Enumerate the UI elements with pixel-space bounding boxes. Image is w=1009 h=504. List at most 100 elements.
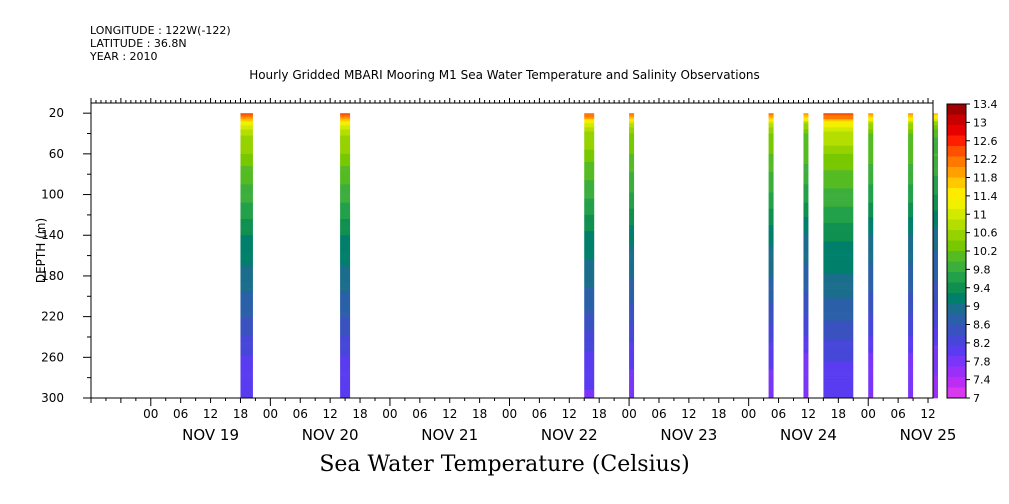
data-cell (823, 271, 854, 275)
data-cell (629, 263, 635, 267)
data-cell (240, 322, 253, 326)
data-cell (933, 223, 938, 226)
data-cell (908, 332, 914, 336)
data-cell (240, 261, 253, 265)
data-cell (803, 155, 809, 159)
data-cell (908, 149, 914, 153)
data-cell (629, 324, 635, 328)
data-cell (340, 316, 351, 319)
data-cell (823, 255, 854, 258)
data-cell (803, 194, 809, 197)
data-cell (803, 377, 809, 380)
data-cell (340, 243, 351, 246)
data-cell (868, 314, 874, 317)
data-cell (823, 208, 854, 212)
data-cell (908, 241, 914, 244)
data-cell (933, 314, 938, 317)
data-cell (584, 223, 595, 226)
data-cell (933, 365, 938, 368)
data-cell (629, 225, 635, 228)
data-cell (908, 359, 914, 362)
data-cell (868, 273, 874, 277)
data-cell (933, 277, 938, 281)
data-cell (933, 212, 938, 216)
data-cell (908, 233, 914, 236)
data-cell (803, 343, 809, 346)
data-cell (803, 131, 809, 134)
data-cell (933, 162, 938, 165)
data-cell (340, 231, 351, 234)
data-cell (908, 395, 914, 399)
data-cell (908, 259, 914, 262)
data-cell (823, 300, 854, 303)
data-column (629, 113, 635, 399)
data-cell (868, 257, 874, 260)
data-cell (584, 347, 595, 350)
data-cell (908, 245, 914, 248)
data-cell (240, 286, 253, 289)
data-cell (868, 233, 874, 236)
data-cell (803, 245, 809, 248)
data-cell (240, 117, 253, 120)
data-cell (768, 127, 774, 130)
data-cell (803, 159, 809, 163)
data-cell (584, 231, 595, 234)
data-cell (768, 249, 774, 252)
data-cell (823, 225, 854, 228)
data-cell (823, 123, 854, 126)
data-cell (629, 381, 635, 385)
data-cell (340, 218, 351, 222)
data-cell (584, 393, 595, 397)
data-cell (868, 377, 874, 380)
data-cell (240, 361, 253, 364)
data-cell (584, 304, 595, 307)
data-cell (868, 351, 874, 354)
data-cell (629, 310, 635, 313)
data-cell (823, 198, 854, 201)
data-cell (340, 125, 351, 128)
data-cell (340, 257, 351, 260)
data-cell (908, 271, 914, 275)
data-cell (803, 202, 809, 206)
data-cell (240, 395, 253, 399)
data-cell (240, 275, 253, 279)
data-cell (768, 377, 774, 380)
data-cell (933, 117, 938, 120)
data-cell (933, 221, 938, 224)
data-cell (868, 131, 874, 134)
data-cell (240, 389, 253, 393)
data-cell (868, 381, 874, 385)
data-cell (629, 253, 635, 256)
data-cell (908, 371, 914, 374)
data-cell (584, 218, 595, 222)
data-cell (868, 147, 874, 151)
data-cell (908, 227, 914, 230)
data-cell (933, 316, 938, 319)
data-cell (340, 280, 351, 283)
colorbar-label: 9.8 (973, 263, 991, 276)
data-cell (768, 265, 774, 269)
data-cell (803, 375, 809, 378)
data-cell (340, 162, 351, 165)
data-cell (823, 324, 854, 328)
data-cell (629, 298, 635, 301)
data-cell (629, 277, 635, 281)
data-cell (868, 221, 874, 224)
data-cell (908, 316, 914, 319)
data-cell (803, 190, 809, 193)
data-cell (908, 280, 914, 283)
data-cell (340, 367, 351, 370)
data-cell (240, 162, 253, 165)
data-cell (240, 312, 253, 315)
data-cell (868, 361, 874, 364)
data-cell (340, 294, 351, 297)
data-cell (240, 137, 253, 140)
data-cell (768, 345, 774, 348)
data-cell (240, 212, 253, 216)
data-cell (908, 168, 914, 171)
data-cell (768, 359, 774, 362)
data-cell (803, 275, 809, 279)
data-cell (768, 308, 774, 311)
data-cell (933, 210, 938, 214)
data-cell (340, 196, 351, 199)
